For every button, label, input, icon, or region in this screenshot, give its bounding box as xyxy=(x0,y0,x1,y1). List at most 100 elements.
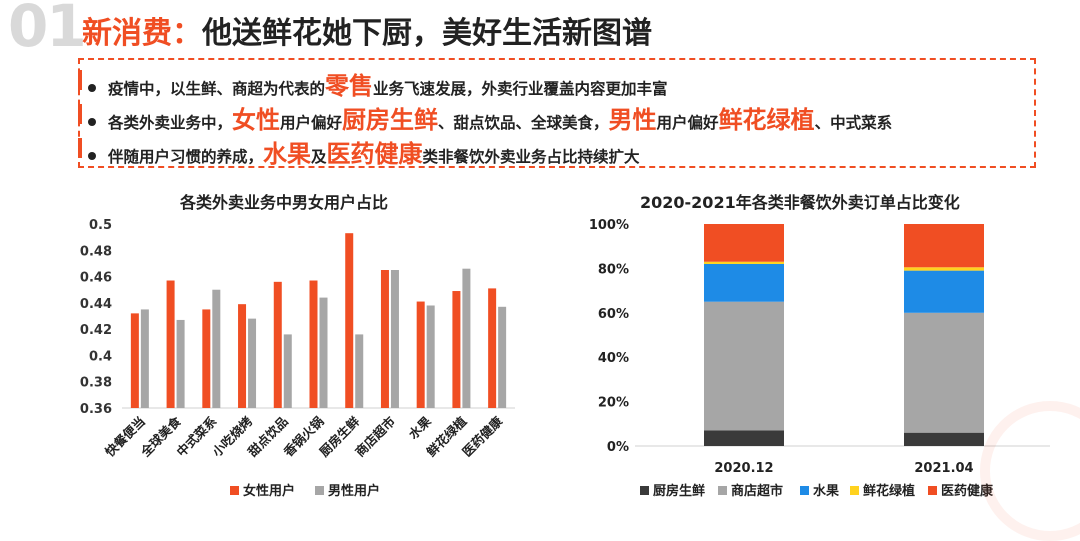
bullet-point: 疫情中，以生鲜、商超为代表的零售业务飞速发展，外卖行业覆盖内容更加丰富 xyxy=(88,66,668,101)
bar-female xyxy=(309,280,318,408)
bar-female xyxy=(380,270,389,408)
legend-label: 鲜花绿植 xyxy=(863,483,915,499)
stack-segment xyxy=(704,430,784,446)
bullet-text: 疫情中，以生鲜、商超为代表的 xyxy=(108,80,326,98)
legend-swatch xyxy=(928,486,937,495)
bar-male xyxy=(212,289,221,408)
y-tick-label: 80% xyxy=(598,262,629,277)
bar-male xyxy=(426,305,435,408)
y-tick-label: 60% xyxy=(598,307,629,322)
bullet-dot-icon xyxy=(88,117,96,126)
x-category-label: 2020.12 xyxy=(714,461,773,476)
y-tick-label: 0.46 xyxy=(80,271,112,286)
stack-segment xyxy=(704,224,784,262)
title-main: 他送鲜花她下厨，美好生活新图谱 xyxy=(202,16,652,51)
y-tick-label: 0.48 xyxy=(80,244,112,259)
bullet-text: 各类外卖业务中， xyxy=(108,114,233,132)
stack-segment xyxy=(704,261,784,264)
bullet-marker-bar xyxy=(78,70,82,90)
bar-female xyxy=(416,301,425,408)
bullet-dot-icon xyxy=(88,83,96,92)
x-category-label: 商店超市 xyxy=(352,413,398,459)
highlight-keyword: 水果 xyxy=(263,140,312,168)
stack-segment xyxy=(904,270,984,313)
bullet-dot-icon xyxy=(88,151,96,160)
legend-label: 水果 xyxy=(813,483,839,499)
y-tick-label: 0.5 xyxy=(89,218,112,233)
bar-female xyxy=(238,304,247,408)
highlight-keyword: 女性 xyxy=(232,106,281,134)
bar-male xyxy=(498,306,507,408)
gender-share-bar-chart: 0.360.380.40.420.440.460.480.5快餐便当全球美食中式… xyxy=(80,218,515,499)
bullet-text: 、中式菜系 xyxy=(814,114,893,132)
bar-female xyxy=(452,291,461,408)
right-chart-title: 2020-2021年各类非餐饮外卖订单占比变化 xyxy=(640,193,960,212)
bullet-text: 业务飞速发展，外卖行业覆盖内容更加丰富 xyxy=(373,80,668,98)
stack-segment xyxy=(904,224,984,268)
bullet-marker-bar xyxy=(78,138,82,158)
bar-male xyxy=(140,309,149,408)
legend-label: 厨房生鲜 xyxy=(653,483,705,499)
bar-male xyxy=(176,319,185,408)
stack-segment xyxy=(704,263,784,302)
title-prefix: 新消费： xyxy=(82,16,202,51)
highlight-keyword: 零售 xyxy=(325,72,374,100)
x-category-label: 医药健康 xyxy=(459,413,505,459)
legend-swatch xyxy=(230,486,239,495)
bar-female xyxy=(488,288,497,408)
y-tick-label: 20% xyxy=(598,396,629,411)
legend-label: 女性用户 xyxy=(243,483,295,499)
x-category-label: 水果 xyxy=(406,413,435,442)
highlight-keyword: 男性 xyxy=(608,106,657,134)
bar-male xyxy=(248,318,257,408)
bar-male xyxy=(355,334,364,408)
bullet-text: 用户偏好 xyxy=(280,114,343,132)
left-chart-title: 各类外卖业务中男女用户占比 xyxy=(180,193,389,212)
bar-male xyxy=(390,270,399,408)
bullet-text: 类非餐饮外卖业务占比持续扩大 xyxy=(422,148,640,166)
bullet-marker-bar xyxy=(78,104,82,124)
bar-female xyxy=(202,309,211,408)
y-tick-label: 0.44 xyxy=(80,297,112,312)
bar-female xyxy=(273,281,282,408)
stack-segment xyxy=(704,301,784,431)
stack-segment xyxy=(904,267,984,271)
highlight-keyword: 医药健康 xyxy=(326,140,423,168)
y-tick-label: 0.4 xyxy=(89,349,112,364)
stack-segment xyxy=(904,432,984,446)
y-tick-label: 0.36 xyxy=(80,402,112,417)
y-tick-label: 0.42 xyxy=(80,323,112,338)
y-tick-label: 100% xyxy=(589,218,629,233)
bullet-text: 用户偏好 xyxy=(656,114,719,132)
bar-male xyxy=(462,268,471,408)
y-tick-label: 0.38 xyxy=(80,376,112,391)
y-tick-label: 40% xyxy=(598,351,629,366)
highlight-keyword: 鲜花绿植 xyxy=(718,106,815,134)
bullet-text: 、甜点饮品、全球美食， xyxy=(438,114,609,132)
bar-female xyxy=(166,280,175,408)
order-share-stacked-chart: 0% 20% 40% 60% 80% 100% 2020.12 2021.04 厨房生鲜 商店超市… xyxy=(589,218,1050,499)
legend-label: 男性用户 xyxy=(328,483,380,499)
bullet-point: 各类外卖业务中，女性用户偏好厨房生鲜、甜点饮品、全球美食，男性用户偏好鲜花绿植、… xyxy=(88,100,892,135)
key-points-box: 疫情中，以生鲜、商超为代表的零售业务飞速发展，外卖行业覆盖内容更加丰富 各类外卖… xyxy=(78,58,1036,168)
legend-label: 商店超市 xyxy=(731,483,783,499)
x-category-label: 2021.04 xyxy=(914,461,973,476)
bullet-text: 及 xyxy=(311,148,327,166)
legend-swatch xyxy=(850,486,859,495)
bar-male xyxy=(319,297,328,408)
bullet-text: 伴随用户习惯的养成， xyxy=(108,148,264,166)
highlight-keyword: 厨房生鲜 xyxy=(342,106,439,134)
bar-female xyxy=(345,233,354,408)
legend-label: 医药健康 xyxy=(941,483,994,499)
y-tick-label: 0% xyxy=(607,440,629,455)
legend-swatch xyxy=(800,486,809,495)
page-title: 新消费：他送鲜花她下厨，美好生活新图谱 xyxy=(82,8,652,52)
section-number: 01 xyxy=(8,0,87,60)
legend-swatch xyxy=(315,486,324,495)
legend-swatch xyxy=(640,486,649,495)
legend-swatch xyxy=(718,486,727,495)
bar-male xyxy=(283,334,292,408)
bullet-point: 伴随用户习惯的养成，水果及医药健康类非餐饮外卖业务占比持续扩大 xyxy=(88,134,640,169)
bar-female xyxy=(130,313,139,408)
stack-segment xyxy=(904,312,984,433)
